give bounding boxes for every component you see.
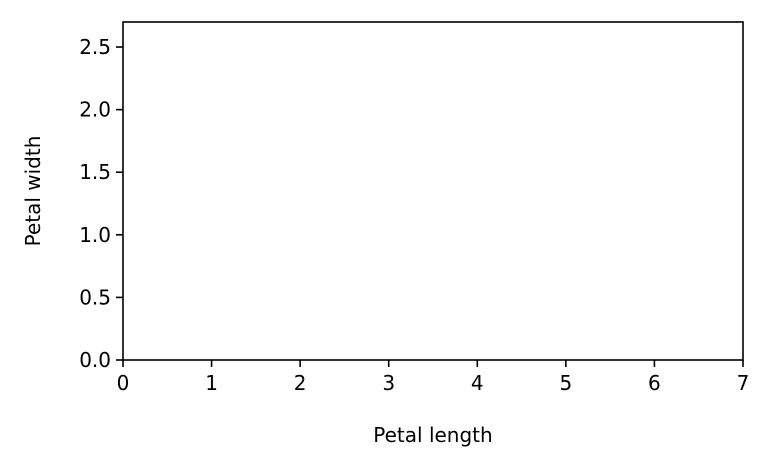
y-tick-label: 0.5 [79,285,111,309]
y-tick-label: 1.5 [79,160,111,184]
x-tick-label: 6 [648,371,661,395]
y-axis: 0.0 0.5 1.0 1.5 2.0 2.5 [79,35,123,372]
x-tick-label: 0 [117,371,130,395]
x-tick-label: 3 [382,371,395,395]
x-tick-label: 2 [294,371,307,395]
x-tick-label: 5 [559,371,572,395]
y-tick-label: 0.0 [79,348,111,372]
y-axis-label: Petal width [21,136,45,247]
x-tick-label: 4 [471,371,484,395]
x-axis: 0 1 2 3 4 5 6 7 [117,360,750,395]
x-tick-label: 1 [205,371,218,395]
y-tick-label: 2.5 [79,35,111,59]
y-tick-label: 1.0 [79,223,111,247]
plot-area [122,21,744,361]
x-tick-label: 7 [737,371,750,395]
y-tick-label: 2.0 [79,98,111,122]
x-axis-label: Petal length [373,423,492,447]
